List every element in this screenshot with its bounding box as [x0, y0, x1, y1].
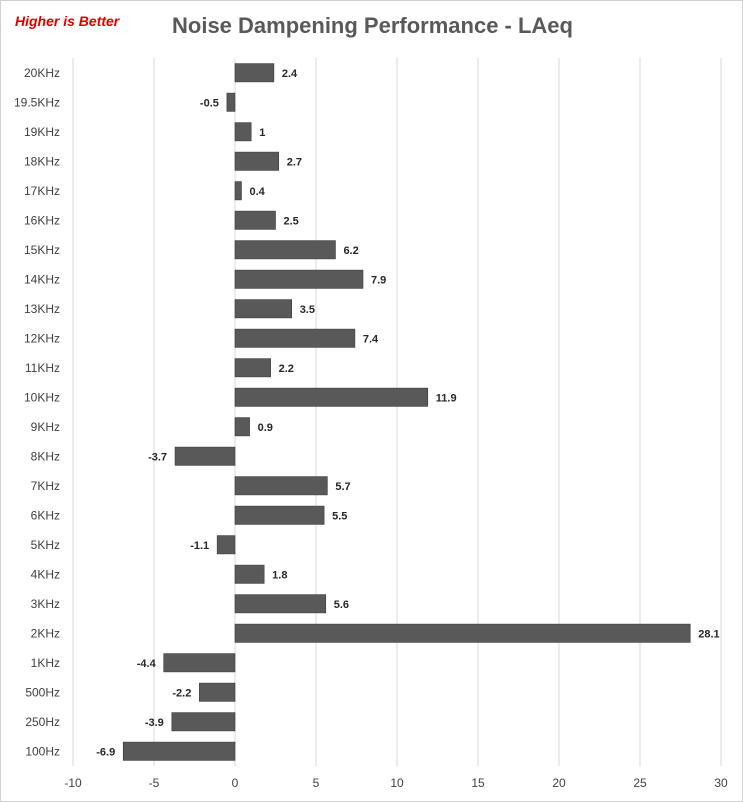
- data-label: -6.9: [96, 746, 115, 758]
- category-label: 1KHz: [31, 656, 60, 670]
- data-label: 0.4: [249, 186, 265, 198]
- x-tick-label: 20: [552, 776, 566, 790]
- data-label: -0.5: [200, 97, 219, 109]
- bar: [234, 594, 327, 614]
- category-label: 16KHz: [24, 213, 60, 227]
- bar: [234, 505, 325, 525]
- grid-lines: [72, 58, 722, 766]
- bar: [234, 210, 276, 230]
- bar: [234, 269, 364, 289]
- category-axis: 20KHz 19.5KHz 19KHz 18KHz 17KHz 16KHz 15KHz 14K…: [14, 66, 60, 759]
- category-label: 11KHz: [25, 361, 60, 375]
- bar: [226, 92, 236, 112]
- bars: [122, 63, 691, 761]
- data-label: 5.5: [332, 510, 347, 522]
- x-tick-label: 5: [313, 776, 320, 790]
- category-label: 3KHz: [31, 597, 60, 611]
- data-label: 1: [259, 127, 265, 139]
- category-label: 15KHz: [24, 243, 60, 257]
- category-label: 2KHz: [31, 626, 60, 640]
- bar: [234, 623, 691, 643]
- x-tick-label: 30: [714, 776, 728, 790]
- data-label: 5.7: [335, 481, 350, 493]
- data-label: -4.4: [137, 658, 157, 670]
- bar: [234, 181, 242, 201]
- bar: [234, 299, 293, 319]
- category-label: 20KHz: [24, 66, 60, 80]
- bar: [122, 741, 236, 761]
- category-label: 8KHz: [31, 449, 60, 463]
- bar: [234, 476, 328, 496]
- bar: [234, 417, 250, 437]
- data-label: -1.1: [190, 540, 209, 552]
- category-label: 10KHz: [24, 390, 60, 404]
- bar: [171, 712, 236, 732]
- data-label: -3.7: [148, 451, 167, 463]
- chart-title: Noise Dampening Performance - LAeq: [172, 13, 573, 38]
- data-label: 1.8: [272, 569, 287, 581]
- category-label: 19KHz: [24, 125, 60, 139]
- data-label: 0.9: [258, 422, 273, 434]
- category-label: 14KHz: [24, 272, 60, 286]
- category-label: 6KHz: [31, 508, 60, 522]
- category-label: 9KHz: [31, 420, 60, 434]
- category-label: 12KHz: [24, 331, 60, 345]
- category-label: 18KHz: [24, 154, 60, 168]
- category-label: 13KHz: [24, 302, 60, 316]
- bar: [216, 535, 236, 555]
- x-tick-label: 0: [232, 776, 239, 790]
- data-label: 2.7: [287, 156, 302, 168]
- x-tick-label: -10: [64, 776, 82, 790]
- bar: [234, 151, 280, 171]
- bar: [234, 387, 429, 407]
- data-label: 28.1: [698, 628, 719, 640]
- category-label: 5KHz: [31, 538, 60, 552]
- data-labels: 2.4 -0.5 1 2.7 0.4 2.5 6.2 7.9 3.5 7.4 2.2 11.9 0.9 -…: [96, 68, 719, 759]
- data-label: -2.2: [172, 687, 191, 699]
- category-label: 17KHz: [24, 184, 60, 198]
- data-label: 2.4: [282, 68, 298, 80]
- category-label: 100Hz: [25, 744, 60, 758]
- higher-is-better-note: Higher is Better: [15, 13, 120, 29]
- data-label: 7.9: [371, 274, 386, 286]
- data-label: 2.2: [279, 363, 294, 375]
- data-label: 7.4: [363, 333, 379, 345]
- category-label: 7KHz: [31, 479, 60, 493]
- data-label: 11.9: [436, 392, 457, 404]
- bar: [234, 328, 356, 348]
- data-label: 3.5: [300, 304, 315, 316]
- x-tick-label: -5: [149, 776, 160, 790]
- data-label: 5.6: [334, 599, 349, 611]
- bar: [174, 446, 236, 466]
- data-label: 6.2: [343, 245, 358, 257]
- x-tick-label: 10: [390, 776, 404, 790]
- category-label: 500Hz: [25, 685, 60, 699]
- data-label: -3.9: [145, 717, 164, 729]
- bar: [234, 240, 336, 260]
- bar: [163, 653, 236, 673]
- bar: [234, 358, 271, 378]
- category-label: 19.5KHz: [14, 95, 60, 109]
- category-label: 4KHz: [31, 567, 60, 581]
- bar: [234, 122, 252, 142]
- bar: [234, 63, 275, 83]
- value-axis: -10 -5 0 5 10 15 20 25 30: [64, 776, 728, 790]
- bar: [234, 564, 265, 584]
- x-tick-label: 15: [471, 776, 485, 790]
- bar: [199, 682, 236, 702]
- category-label: 250Hz: [25, 715, 60, 729]
- data-label: 2.5: [284, 215, 299, 227]
- x-tick-label: 25: [633, 776, 647, 790]
